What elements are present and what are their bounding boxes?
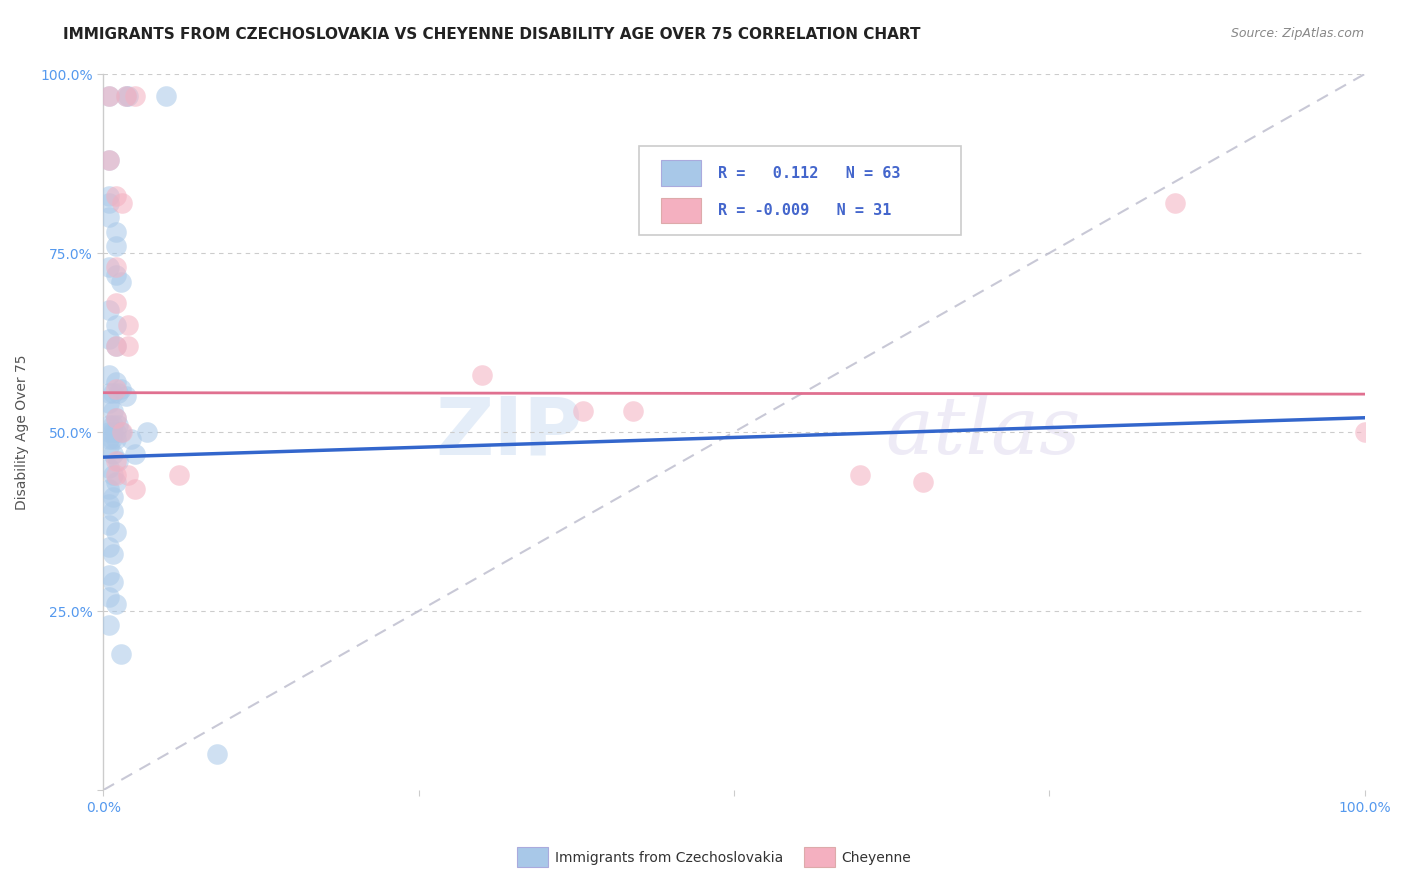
Point bbox=[98, 540, 121, 554]
Point bbox=[104, 239, 127, 253]
Point bbox=[115, 88, 138, 103]
Point bbox=[104, 432, 127, 446]
Point bbox=[104, 339, 127, 353]
Point bbox=[110, 275, 132, 289]
Point bbox=[110, 647, 132, 661]
Point bbox=[117, 339, 139, 353]
Text: ZIP: ZIP bbox=[436, 393, 582, 471]
Bar bbox=[661, 197, 702, 223]
Point bbox=[124, 483, 146, 497]
FancyBboxPatch shape bbox=[640, 145, 960, 235]
Point bbox=[104, 375, 127, 389]
Point bbox=[104, 475, 127, 490]
Point bbox=[111, 425, 134, 439]
Bar bbox=[661, 161, 702, 186]
Point bbox=[104, 268, 127, 282]
Text: Immigrants from Czechoslovakia: Immigrants from Czechoslovakia bbox=[555, 851, 783, 865]
Point bbox=[571, 403, 593, 417]
Point bbox=[98, 332, 121, 346]
Point bbox=[98, 425, 121, 439]
Point bbox=[136, 425, 159, 439]
Point bbox=[103, 417, 125, 432]
Point bbox=[104, 225, 127, 239]
Point bbox=[98, 417, 121, 432]
Point bbox=[849, 468, 872, 483]
Point bbox=[104, 468, 127, 483]
Point bbox=[471, 368, 494, 382]
Point bbox=[205, 747, 228, 762]
Point bbox=[104, 410, 127, 425]
Point bbox=[98, 483, 121, 497]
Point bbox=[103, 446, 125, 460]
Point bbox=[98, 432, 121, 446]
Point bbox=[98, 303, 121, 318]
Point bbox=[104, 410, 127, 425]
Point bbox=[98, 518, 121, 533]
Point bbox=[120, 432, 142, 446]
Point bbox=[1164, 195, 1187, 210]
Point bbox=[104, 296, 127, 310]
Point bbox=[912, 475, 935, 490]
Point bbox=[117, 318, 139, 332]
Text: R = -0.009   N = 31: R = -0.009 N = 31 bbox=[717, 203, 891, 218]
Point bbox=[103, 504, 125, 518]
Text: Cheyenne: Cheyenne bbox=[841, 851, 911, 865]
Point bbox=[104, 382, 127, 396]
Point bbox=[104, 339, 127, 353]
Point bbox=[107, 385, 129, 400]
Point bbox=[103, 547, 125, 561]
Point bbox=[98, 211, 121, 225]
Text: Source: ZipAtlas.com: Source: ZipAtlas.com bbox=[1230, 27, 1364, 40]
Point bbox=[103, 490, 125, 504]
Point bbox=[98, 618, 121, 632]
Point bbox=[155, 88, 177, 103]
Point bbox=[103, 575, 125, 590]
Text: IMMIGRANTS FROM CZECHOSLOVAKIA VS CHEYENNE DISABILITY AGE OVER 75 CORRELATION CH: IMMIGRANTS FROM CZECHOSLOVAKIA VS CHEYEN… bbox=[63, 27, 921, 42]
Point bbox=[107, 454, 129, 468]
Point bbox=[98, 153, 121, 167]
Point bbox=[104, 188, 127, 202]
Point bbox=[103, 403, 125, 417]
Point bbox=[98, 368, 121, 382]
Point bbox=[117, 88, 139, 103]
Point bbox=[98, 497, 121, 511]
Point bbox=[103, 425, 125, 439]
Point bbox=[110, 425, 132, 439]
Point bbox=[103, 468, 125, 483]
Point bbox=[104, 454, 127, 468]
Point bbox=[115, 389, 138, 403]
Point bbox=[101, 432, 124, 446]
Point bbox=[98, 153, 121, 167]
Point bbox=[98, 396, 121, 410]
Point bbox=[107, 417, 129, 432]
Point bbox=[124, 446, 146, 460]
Point bbox=[104, 425, 127, 439]
Point bbox=[98, 568, 121, 582]
Point bbox=[98, 88, 121, 103]
Point bbox=[103, 385, 125, 400]
Point bbox=[98, 260, 121, 275]
Point bbox=[98, 195, 121, 210]
Point bbox=[104, 525, 127, 540]
Point bbox=[98, 88, 121, 103]
Point bbox=[167, 468, 190, 483]
Point bbox=[110, 382, 132, 396]
Point bbox=[1354, 425, 1376, 439]
Point bbox=[98, 188, 121, 202]
Point bbox=[115, 88, 138, 103]
Point bbox=[98, 590, 121, 604]
Point bbox=[621, 403, 644, 417]
Point bbox=[117, 468, 139, 483]
Text: atlas: atlas bbox=[886, 393, 1081, 471]
Point bbox=[98, 439, 121, 453]
Point bbox=[104, 597, 127, 611]
Point bbox=[98, 461, 121, 475]
Y-axis label: Disability Age Over 75: Disability Age Over 75 bbox=[15, 354, 30, 510]
Point bbox=[124, 88, 146, 103]
Point bbox=[104, 260, 127, 275]
Point bbox=[104, 318, 127, 332]
Point bbox=[98, 385, 121, 400]
Point bbox=[111, 195, 134, 210]
Text: R =   0.112   N = 63: R = 0.112 N = 63 bbox=[717, 166, 900, 181]
